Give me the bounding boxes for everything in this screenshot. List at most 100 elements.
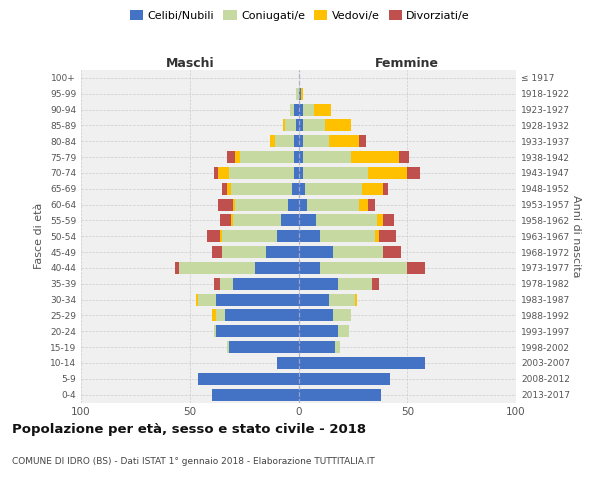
Bar bbox=[220, 278, 233, 289]
Bar bbox=[235, 198, 287, 210]
Bar bbox=[316, 214, 377, 226]
Bar bbox=[277, 357, 299, 369]
Bar bbox=[266, 246, 299, 258]
Bar bbox=[351, 151, 398, 163]
Bar bbox=[299, 326, 338, 337]
Bar bbox=[275, 136, 294, 147]
Bar bbox=[307, 198, 359, 210]
Bar bbox=[220, 230, 223, 242]
Bar bbox=[299, 373, 390, 384]
Bar bbox=[303, 136, 329, 147]
Bar bbox=[218, 167, 229, 179]
Bar bbox=[398, 151, 409, 163]
Bar bbox=[277, 230, 299, 242]
Bar bbox=[294, 151, 299, 163]
Bar bbox=[175, 262, 179, 274]
Bar bbox=[212, 246, 223, 258]
Bar bbox=[296, 88, 299, 100]
Bar bbox=[373, 278, 379, 289]
Bar bbox=[286, 120, 296, 132]
Bar bbox=[270, 136, 275, 147]
Bar bbox=[227, 183, 231, 194]
Bar bbox=[227, 341, 229, 353]
Bar bbox=[231, 183, 292, 194]
Bar bbox=[299, 357, 425, 369]
Bar bbox=[355, 294, 357, 306]
Bar bbox=[231, 214, 233, 226]
Bar bbox=[299, 262, 320, 274]
Bar bbox=[294, 136, 299, 147]
Bar bbox=[299, 388, 381, 400]
Bar bbox=[407, 262, 425, 274]
Bar bbox=[338, 278, 373, 289]
Bar bbox=[214, 326, 216, 337]
Bar bbox=[407, 167, 421, 179]
Bar bbox=[212, 310, 216, 322]
Bar bbox=[196, 294, 199, 306]
Bar bbox=[227, 151, 235, 163]
Bar bbox=[305, 183, 362, 194]
Text: Popolazione per età, sesso e stato civile - 2018: Popolazione per età, sesso e stato civil… bbox=[12, 422, 366, 436]
Bar bbox=[223, 183, 227, 194]
Bar bbox=[299, 88, 301, 100]
Bar bbox=[314, 104, 331, 116]
Bar bbox=[299, 230, 320, 242]
Bar bbox=[374, 230, 379, 242]
Bar bbox=[283, 120, 286, 132]
Bar bbox=[299, 294, 329, 306]
Bar bbox=[362, 183, 383, 194]
Bar bbox=[334, 310, 351, 322]
Bar bbox=[233, 214, 281, 226]
Bar bbox=[303, 151, 351, 163]
Y-axis label: Fasce di età: Fasce di età bbox=[34, 203, 44, 270]
Bar bbox=[359, 198, 368, 210]
Bar bbox=[299, 278, 338, 289]
Bar bbox=[235, 151, 240, 163]
Legend: Celibi/Nubili, Coniugati/e, Vedovi/e, Divorziati/e: Celibi/Nubili, Coniugati/e, Vedovi/e, Di… bbox=[125, 6, 475, 25]
Bar bbox=[320, 262, 407, 274]
Bar bbox=[303, 120, 325, 132]
Bar bbox=[199, 373, 299, 384]
Bar bbox=[281, 214, 299, 226]
Bar bbox=[379, 230, 397, 242]
Bar bbox=[383, 183, 388, 194]
Bar bbox=[233, 278, 299, 289]
Bar bbox=[229, 341, 299, 353]
Bar bbox=[303, 104, 314, 116]
Bar bbox=[216, 326, 299, 337]
Text: Maschi: Maschi bbox=[166, 57, 214, 70]
Bar bbox=[359, 136, 366, 147]
Bar bbox=[299, 341, 335, 353]
Bar bbox=[299, 198, 307, 210]
Bar bbox=[301, 88, 303, 100]
Bar bbox=[233, 198, 235, 210]
Bar bbox=[299, 246, 334, 258]
Bar bbox=[299, 104, 303, 116]
Bar bbox=[294, 167, 299, 179]
Bar bbox=[218, 198, 233, 210]
Bar bbox=[212, 388, 299, 400]
Bar bbox=[294, 104, 299, 116]
Bar bbox=[179, 262, 255, 274]
Bar bbox=[223, 246, 266, 258]
Y-axis label: Anni di nascita: Anni di nascita bbox=[571, 195, 581, 278]
Bar bbox=[329, 294, 355, 306]
Bar bbox=[320, 230, 374, 242]
Bar bbox=[299, 167, 303, 179]
Bar bbox=[383, 214, 394, 226]
Bar bbox=[207, 230, 220, 242]
Bar bbox=[216, 294, 299, 306]
Bar bbox=[368, 167, 407, 179]
Bar bbox=[199, 294, 216, 306]
Bar bbox=[299, 136, 303, 147]
Text: Femmine: Femmine bbox=[375, 57, 439, 70]
Bar bbox=[216, 310, 224, 322]
Bar bbox=[240, 151, 294, 163]
Bar bbox=[296, 120, 299, 132]
Text: COMUNE DI IDRO (BS) - Dati ISTAT 1° gennaio 2018 - Elaborazione TUTTITALIA.IT: COMUNE DI IDRO (BS) - Dati ISTAT 1° genn… bbox=[12, 458, 375, 466]
Bar bbox=[255, 262, 299, 274]
Bar bbox=[335, 341, 340, 353]
Bar bbox=[224, 310, 299, 322]
Bar bbox=[383, 246, 401, 258]
Bar bbox=[287, 198, 299, 210]
